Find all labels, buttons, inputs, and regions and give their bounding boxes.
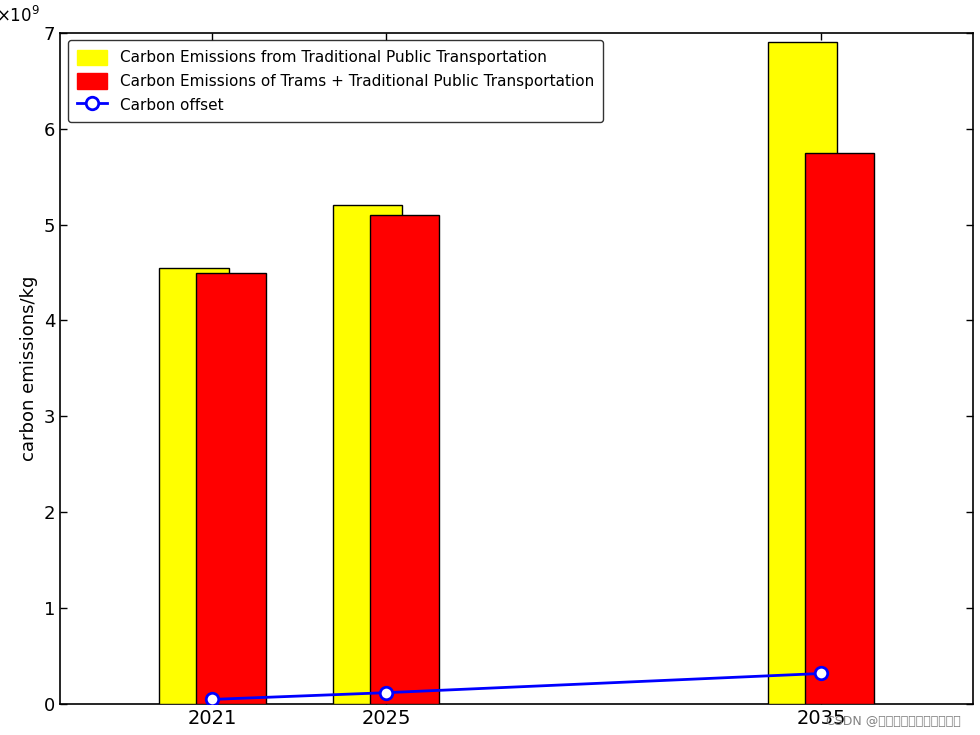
- Text: CSDN @想找对象的椰子在写文章: CSDN @想找对象的椰子在写文章: [825, 714, 960, 728]
- Bar: [369, 215, 439, 704]
- Bar: [333, 205, 403, 704]
- Bar: [159, 268, 228, 704]
- Bar: [196, 273, 266, 704]
- Text: $\times10^9$: $\times10^9$: [0, 6, 40, 26]
- Y-axis label: carbon emissions/kg: carbon emissions/kg: [21, 276, 38, 461]
- Legend: Carbon Emissions from Traditional Public Transportation, Carbon Emissions of Tra: Carbon Emissions from Traditional Public…: [68, 40, 603, 122]
- Bar: [767, 43, 837, 704]
- Bar: [805, 153, 874, 704]
